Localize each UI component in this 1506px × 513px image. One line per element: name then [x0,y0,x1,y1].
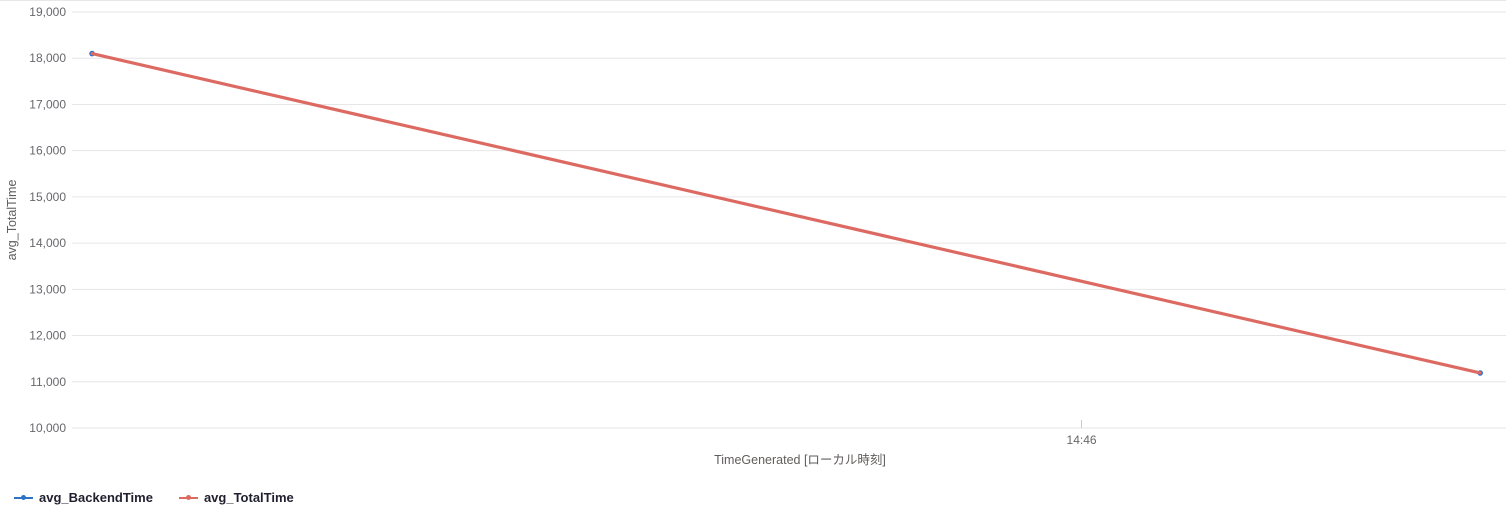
legend-item-avg_TotalTime[interactable]: avg_TotalTime [178,490,294,505]
y-tick-label: 10,000 [29,421,66,435]
y-axis-title: avg_TotalTime [5,180,19,261]
legend-label: avg_BackendTime [39,490,153,505]
y-tick-label: 19,000 [29,5,66,19]
legend-series-marker-icon [178,493,198,502]
y-tick-label: 12,000 [29,329,66,343]
line-chart-canvas: 19,000 18,000 17,000 16,000 15,000 14,000 13,0… [5,5,1506,467]
series-avg_TotalTime [90,51,1482,375]
series-layer [89,50,1483,376]
y-tick-label: 16,000 [29,144,66,158]
y-axis-tick-labels: 19,000 18,000 17,000 16,000 15,000 14,000 13,0… [29,5,66,435]
legend-series-marker-icon [14,493,33,502]
y-tick-label: 17,000 [29,97,66,111]
legend-item-avg_BackendTime[interactable]: avg_BackendTime [14,490,153,505]
y-tick-label: 11,000 [30,375,66,389]
x-tick-label: 14:46 [1067,433,1097,447]
x-axis-ticks: 14:46 [1067,420,1097,447]
legend: avg_BackendTime avg_TotalTime [14,490,294,505]
gridlines [72,11,1506,429]
y-tick-label: 15,000 [29,190,66,204]
y-tick-label: 13,000 [29,282,66,296]
x-axis-title: TimeGenerated [ローカル時刻] [714,453,886,467]
y-tick-label: 18,000 [29,51,66,65]
legend-label: avg_TotalTime [203,490,294,505]
y-tick-label: 14,000 [29,236,66,250]
